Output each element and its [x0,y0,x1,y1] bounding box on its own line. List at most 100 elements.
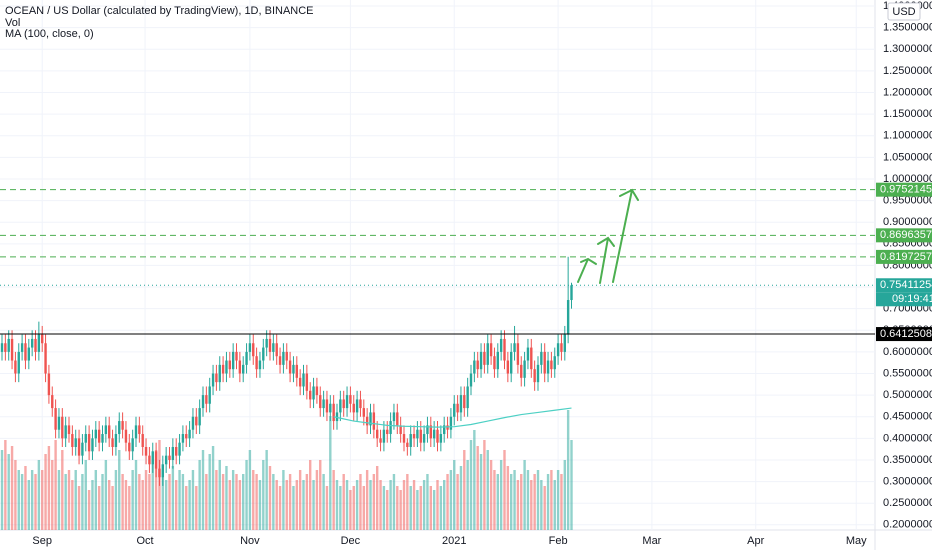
candle-body [473,360,476,374]
volume-bar [493,470,496,530]
volume-bar [309,460,312,530]
volume-bar [486,450,489,530]
candle-body [218,364,221,383]
volume-bar [349,490,352,530]
candle-body [34,338,37,352]
candle-body [476,360,479,370]
price-badge [876,278,932,293]
candle-body [412,434,416,439]
volume-bar [305,474,309,530]
volume-bar [442,480,446,530]
volume-bar [556,470,560,530]
volume-bar [141,480,144,530]
volume-bar [570,440,573,530]
volume-bar [446,474,449,530]
candle-body [242,364,245,374]
candle-body [235,351,238,361]
annotation-arrows [577,188,639,284]
volume-bar [536,470,540,530]
volume-bar [108,480,111,530]
volume-bar [191,470,195,530]
candle-body [71,434,74,447]
volume-bar [332,470,335,530]
volume-bar [238,480,242,530]
candle-body [20,343,24,352]
volume-bar [319,460,322,530]
volume-bar [124,480,128,530]
volume-bar [242,474,245,530]
candle-body [231,351,235,370]
volume-bar [218,460,221,530]
volume-bar [362,486,366,530]
volume-bar [469,440,473,530]
volume-bar [248,450,252,530]
candle-body [228,360,232,370]
price-badge-label: 0.86963572 [880,229,932,241]
candle-body [345,395,349,409]
candle-body [566,300,570,335]
candle-body [282,351,285,365]
candle-body [44,343,47,374]
volume-bar [483,440,486,530]
price-badge-label: 0.75411254 [880,279,932,291]
candle-body [386,429,389,435]
candle-body [369,412,372,426]
x-tick-label: Apr [747,535,764,547]
ma-legend: MA (100, close, 0) [5,28,94,40]
candle-body [292,364,295,374]
candle-body [416,429,419,439]
volume-bar [449,470,453,530]
candle-body [483,351,486,365]
volume-bar [44,454,47,530]
volume-bar [67,470,71,530]
candle-body [536,364,540,383]
volume-bar [402,480,406,530]
volume-bar [530,480,533,530]
candle-body [392,412,396,422]
candle-body [151,451,154,465]
volume-bar [372,474,376,530]
candle-body [540,351,543,365]
volume-bar [509,474,513,530]
volume-bar [47,446,51,530]
candle-body [355,399,359,413]
candle-body [54,408,57,430]
candle-body [30,338,34,348]
candle-body [493,356,496,370]
volume-bar [128,486,131,530]
volume-bar [144,470,148,530]
arrow [612,188,639,283]
volume-bar [453,460,456,530]
candle-body [526,347,530,361]
volume-bar [292,486,295,530]
volume-bar [84,460,87,530]
volume-bar [503,450,506,530]
volume-bar [148,474,151,530]
volume-bar [215,470,218,530]
volume-bar [4,440,7,530]
volume-bar [94,470,98,530]
currency-badge[interactable] [887,2,921,21]
candle-body [84,434,87,443]
volume-bar [151,460,154,530]
volume-bar [205,474,208,530]
volume-bar [61,450,64,530]
moving-average [333,407,572,428]
arrow [597,236,615,284]
candle-body [530,347,533,370]
candle-body [268,338,272,352]
volume-bar [516,480,520,530]
x-tick-label: Sep [32,535,52,547]
price-badge [876,182,932,197]
volume-bar [513,470,516,530]
volume-bar [463,450,466,530]
volume-bar [195,486,198,530]
candle-body [164,455,168,465]
volume-bar [365,470,369,530]
candle-body [138,425,141,435]
candle-body [302,373,305,387]
volume-bar [168,474,171,530]
